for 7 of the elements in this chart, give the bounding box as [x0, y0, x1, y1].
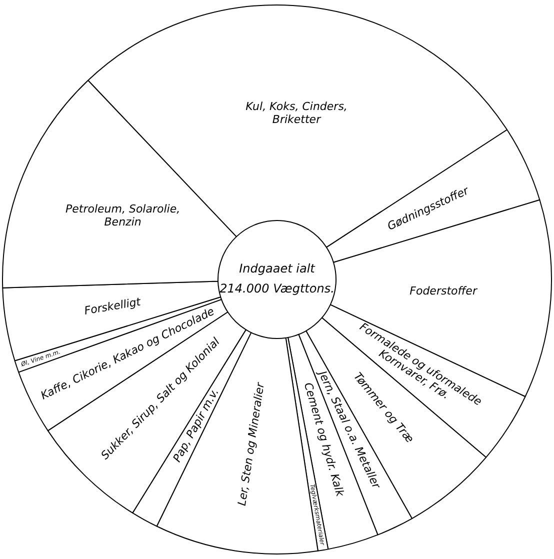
slice-label: Forskelligt [83, 295, 142, 318]
text: Indgaaet ialt [239, 262, 316, 276]
slice-label: Petroleum, Solarolie, Benzin [65, 202, 180, 228]
slice-label: Kul, Koks, Cinders, Briketter [246, 100, 348, 126]
slice-label: Ler, Sten og Mineralier [235, 380, 268, 507]
text: 214.000 Vægttons. [220, 282, 334, 296]
slice-label: Foderstoffer [410, 284, 478, 298]
